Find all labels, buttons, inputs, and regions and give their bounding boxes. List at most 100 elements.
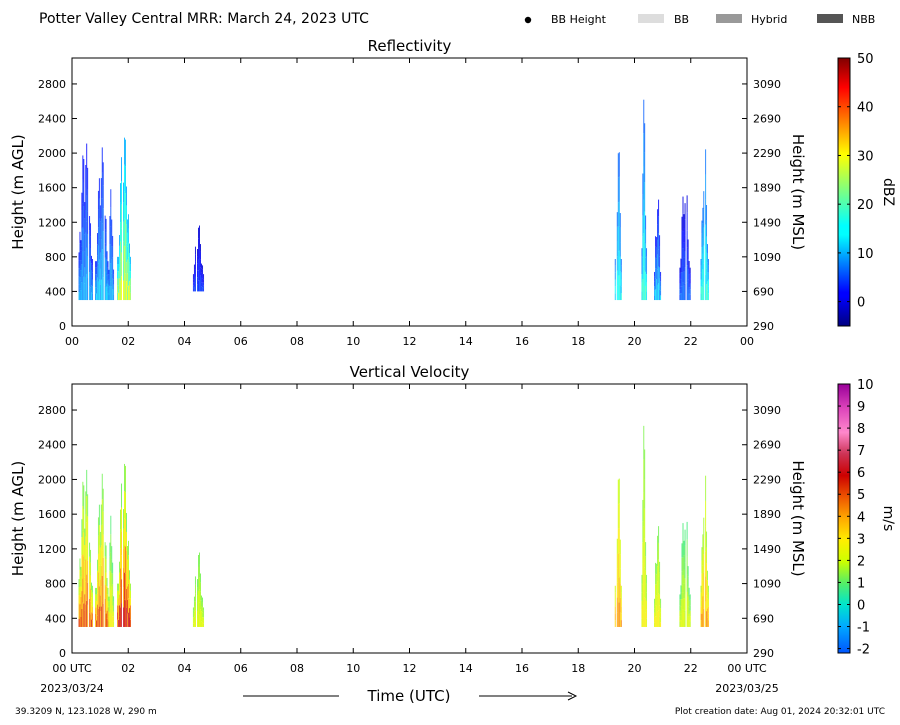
echo-column-segment <box>203 623 205 627</box>
echo-column-segment <box>118 598 119 606</box>
echo-column-segment <box>199 247 200 259</box>
echo-column-segment <box>85 536 87 560</box>
echo-column-segment <box>617 479 619 505</box>
echo-column-segment <box>86 247 88 274</box>
echo-column-segment <box>197 263 198 271</box>
echo-column-segment <box>679 267 681 274</box>
echo-column-segment <box>194 618 196 627</box>
echo-column-segment <box>95 594 96 601</box>
echo-column-segment <box>198 578 199 591</box>
echo-column-segment <box>118 583 119 591</box>
echo-column-segment <box>687 566 689 577</box>
echo-column-segment <box>97 590 99 609</box>
echo-column-segment <box>201 263 202 269</box>
echo-column-segment <box>80 250 82 261</box>
echo-column-segment <box>111 219 113 233</box>
echo-column-segment <box>683 583 685 599</box>
echo-column-segment <box>641 574 643 584</box>
echo-column-segment <box>117 256 118 265</box>
echo-column-segment <box>78 618 80 627</box>
echo-column-segment <box>96 280 97 288</box>
echo-column-segment <box>198 270 199 281</box>
echo-column-segment <box>706 595 708 612</box>
echo-column-segment <box>124 572 125 600</box>
echo-column-segment <box>192 274 194 278</box>
echo-column-segment <box>130 612 131 620</box>
echo-column-segment <box>106 602 108 611</box>
echo-column-segment <box>657 239 659 255</box>
echo-column-segment <box>617 177 619 203</box>
echo-column-segment <box>107 607 109 614</box>
echo-column-segment <box>110 515 112 535</box>
echo-column-segment <box>91 604 92 613</box>
echo-column-segment <box>85 491 87 514</box>
echo-column-segment <box>85 164 87 188</box>
echo-column-segment <box>679 610 681 617</box>
echo-column-segment <box>79 604 81 616</box>
echo-column-segment <box>84 283 86 301</box>
echo-column-segment <box>109 244 111 259</box>
echo-column-segment <box>110 608 112 627</box>
echo-column-segment <box>85 559 87 582</box>
echo-column-segment <box>680 592 682 600</box>
echo-column-segment <box>617 153 619 178</box>
echo-column-segment <box>84 234 86 252</box>
echo-cell <box>192 552 205 627</box>
echo-column-segment <box>97 209 99 228</box>
echo-column-segment <box>702 207 704 224</box>
echo-column-segment <box>92 259 93 266</box>
echo-column-segment <box>616 256 618 271</box>
echo-column-segment <box>193 277 195 283</box>
echo-column-segment <box>102 534 104 558</box>
echo-column-segment <box>130 285 131 293</box>
panel-title: Vertical Velocity <box>350 363 470 381</box>
echo-column-segment <box>688 600 690 608</box>
echo-column-segment <box>681 543 683 558</box>
echo-column-segment <box>90 274 92 288</box>
echo-column-segment <box>101 499 103 525</box>
echo-column-segment <box>680 258 682 266</box>
echo-column-segment <box>682 282 684 301</box>
y-tick-label-left: 2800 <box>38 404 66 417</box>
echo-column-segment <box>657 611 659 627</box>
echo-column-segment <box>706 563 708 580</box>
echo-column-segment <box>123 568 124 588</box>
echo-column-segment <box>654 286 656 291</box>
echo-column-segment <box>619 583 621 598</box>
echo-column-segment <box>643 593 645 627</box>
echo-column-segment <box>110 281 112 301</box>
echo-column-segment <box>198 567 199 579</box>
echo-column-segment <box>81 519 83 538</box>
echo-column-segment <box>192 613 194 618</box>
echo-column-segment <box>92 272 93 280</box>
echo-column-segment <box>99 611 101 627</box>
x-tick-label: 22 <box>684 662 698 675</box>
echo-column-segment <box>119 616 120 627</box>
echo-column-segment <box>705 601 707 627</box>
echo-column-segment <box>683 598 685 613</box>
echo-column-segment <box>614 286 616 294</box>
legend-label: Hybrid <box>751 13 787 26</box>
echo-cell <box>700 149 709 301</box>
echo-column-segment <box>683 242 685 258</box>
echo-column-segment <box>707 617 708 627</box>
echo-column-segment <box>202 622 204 627</box>
time-axis-label: Time (UTC) <box>367 687 451 705</box>
echo-column-segment <box>706 220 708 237</box>
colorbar <box>837 383 851 654</box>
echo-column-segment <box>118 271 119 279</box>
echo-column-segment <box>110 552 112 572</box>
echo-column-segment <box>620 599 622 607</box>
echo-column-segment <box>680 272 682 280</box>
echo-column-segment <box>657 269 659 285</box>
echo-column-segment <box>126 224 127 244</box>
echo-column-segment <box>119 256 120 268</box>
echo-column-segment <box>124 599 125 627</box>
echo-column-segment <box>620 613 622 621</box>
colorbar-tick-label: 9 <box>857 400 865 415</box>
echo-column-segment <box>688 280 690 288</box>
echo-column-segment <box>91 285 92 293</box>
echo-column-segment <box>660 612 662 618</box>
echo-column-segment <box>681 244 683 259</box>
echo-column-segment <box>126 186 127 206</box>
